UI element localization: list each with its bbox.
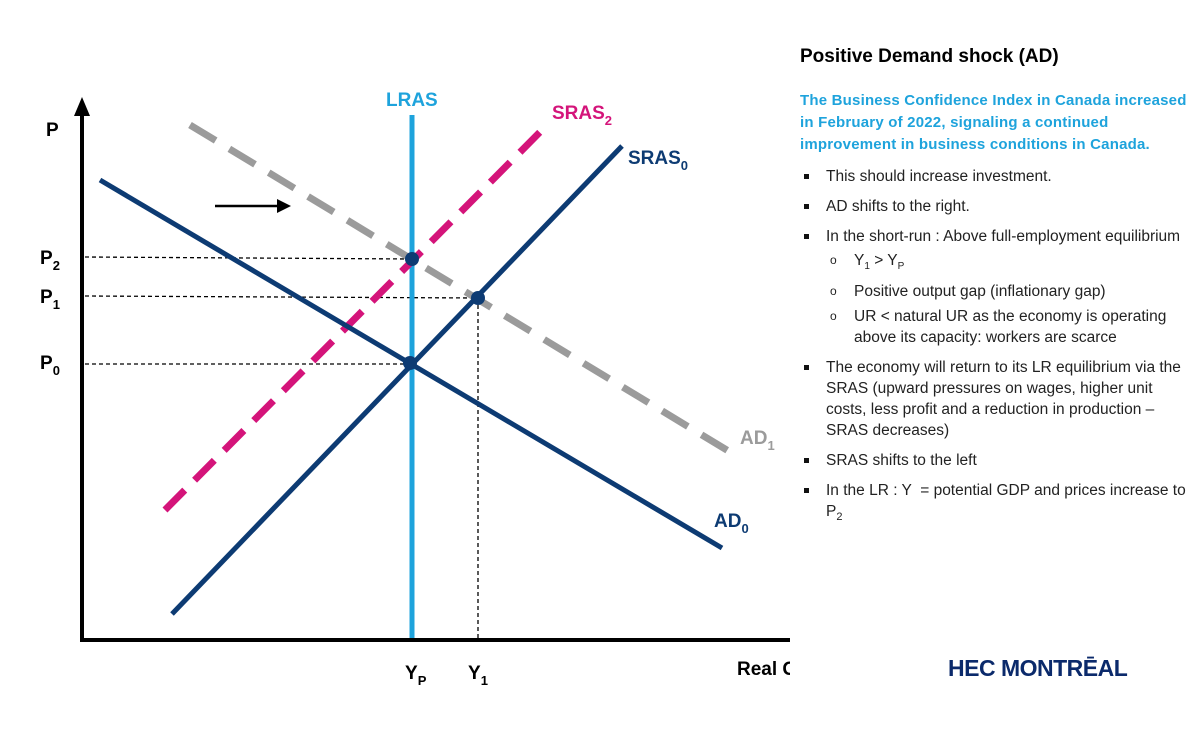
sras2-line bbox=[162, 123, 549, 513]
sras2-label: SRAS2 bbox=[552, 103, 612, 128]
lras-label: LRAS bbox=[386, 90, 438, 111]
x-axis-label: Real GDP bbox=[737, 659, 790, 680]
y-axis-label: P bbox=[46, 120, 59, 141]
output-label-yp: YP bbox=[405, 663, 427, 688]
sub-list-item: Positive output gap (inflationary gap) bbox=[826, 281, 1192, 302]
p2-guide bbox=[84, 256, 413, 260]
explanation-panel: Positive Demand shock (AD) The Business … bbox=[800, 46, 1192, 537]
p1-guide bbox=[84, 295, 479, 299]
sras0-line bbox=[170, 144, 624, 616]
list-item: AD shifts to the right. bbox=[800, 196, 1192, 217]
list-item: SRAS shifts to the left bbox=[800, 450, 1192, 471]
ad1-label: AD1 bbox=[740, 428, 775, 453]
list-item: The economy will return to its LR equili… bbox=[800, 357, 1192, 441]
sub-list-item: UR < natural UR as the economy is operat… bbox=[826, 306, 1192, 348]
list-item-text: In the short-run : Above full-employment… bbox=[826, 228, 1181, 245]
bullet-list: This should increase investment. AD shif… bbox=[800, 166, 1192, 528]
sras0-label: SRAS0 bbox=[628, 148, 688, 173]
list-item: In the short-run : Above full-employment… bbox=[800, 226, 1192, 348]
equilibrium-point-p1 bbox=[471, 291, 485, 305]
shift-arrow-icon bbox=[215, 199, 291, 213]
ad1-line bbox=[188, 122, 737, 458]
price-label-p0: P0 bbox=[40, 353, 60, 378]
list-item: In the LR : Y = potential GDP and prices… bbox=[800, 480, 1192, 528]
price-label-p1: P1 bbox=[40, 287, 60, 312]
panel-intro: The Business Confidence Index in Canada … bbox=[800, 92, 1187, 153]
output-label-y1: Y1 bbox=[468, 663, 488, 688]
axes bbox=[74, 97, 790, 642]
price-label-p2: P2 bbox=[40, 248, 60, 273]
equilibrium-point-p0 bbox=[403, 356, 417, 370]
ad-as-diagram: P Real GDP LRAS SRAS2 SRAS0 AD1 AD0 P2 P… bbox=[40, 90, 790, 688]
sub-list-item: Y1 > YP bbox=[826, 250, 1192, 277]
list-item: This should increase investment. bbox=[800, 166, 1192, 187]
y-axis-arrowhead bbox=[74, 97, 90, 116]
equilibrium-point-p2 bbox=[405, 252, 419, 266]
ad0-label: AD0 bbox=[714, 511, 749, 536]
hec-montreal-logo: HEC MONTRĒAL bbox=[948, 655, 1128, 681]
sub-bullet-list: Y1 > YP Positive output gap (inflationar… bbox=[826, 250, 1192, 348]
panel-title: Positive Demand shock (AD) bbox=[800, 46, 1059, 67]
reference-lines bbox=[84, 256, 479, 640]
